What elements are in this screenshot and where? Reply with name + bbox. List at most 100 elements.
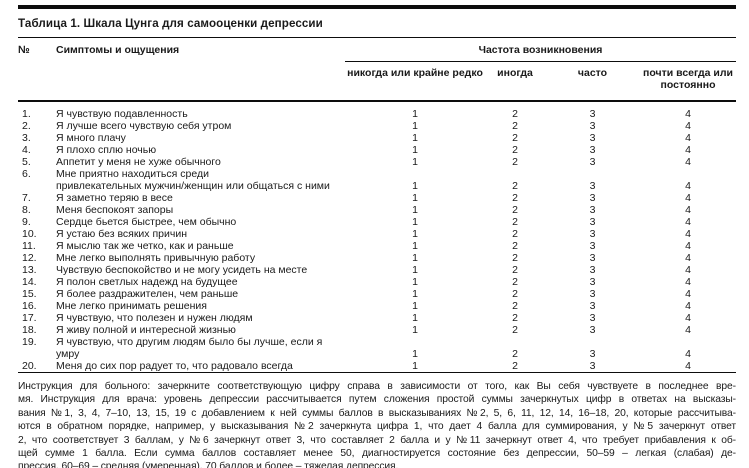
row-number: 7. xyxy=(22,192,31,204)
frequency-value: 2 xyxy=(512,216,518,228)
table-row: 2. Я лучше всего чувствую себя утром 1 2 3 4 xyxy=(18,120,736,132)
zung-depression-scale-table: № Симптомы и ощущения Частота возникнове… xyxy=(18,38,736,372)
frequency-value: 1 xyxy=(412,216,418,228)
frequency-value: 1 xyxy=(412,204,418,216)
table-row: 7. Я заметно теряю в весе 1 2 3 4 xyxy=(18,192,736,204)
title-rule xyxy=(18,37,736,38)
table-body: 1. Я чувствую подавленность 1 2 3 4 2. Я лучше … xyxy=(18,101,736,372)
table-row: 15. Я более раздражителен, чем раньше 1 2 3 4 xyxy=(18,288,736,300)
frequency-value: 2 xyxy=(512,132,518,144)
frequency-value: 1 xyxy=(412,264,418,276)
symptom-text: Я плохо сплю ночью xyxy=(56,144,157,156)
col-header-often: часто xyxy=(545,61,640,102)
frequency-value: 4 xyxy=(685,192,691,204)
frequency-value: 4 xyxy=(685,360,691,372)
frequency-value: 2 xyxy=(512,192,518,204)
frequency-value: 4 xyxy=(685,348,691,360)
symptom-text: Я мыслю так же четко, как и раньше xyxy=(56,240,234,252)
table-row: 11. Я мыслю так же четко, как и раньше 1 2 3… xyxy=(18,240,736,252)
row-number: 13. xyxy=(22,264,37,276)
col-header-never-rarely: никогда или крайне редко xyxy=(345,61,485,102)
frequency-value: 3 xyxy=(589,120,596,132)
table-row: 8. Меня беспокоят запоры 1 2 3 4 xyxy=(18,204,736,216)
row-number: 18. xyxy=(22,324,37,336)
frequency-value: 3 xyxy=(589,348,596,360)
frequency-value: 1 xyxy=(412,156,418,168)
frequency-value: 1 xyxy=(412,108,418,120)
frequency-value: 1 xyxy=(412,120,418,132)
row-number: 15. xyxy=(22,288,37,300)
row-number: 11. xyxy=(22,240,36,252)
frequency-value: 2 xyxy=(512,240,518,252)
row-number: 12. xyxy=(22,252,37,264)
row-number: 4. xyxy=(22,144,31,156)
symptom-text: Сердце бьется быстрее, чем обычно xyxy=(56,216,237,228)
instructions-line: мя. Инструкция для врача: уровень депрес… xyxy=(18,394,736,406)
frequency-value: 2 xyxy=(512,156,518,168)
symptom-text: Я много плачу xyxy=(56,132,126,144)
row-number: 9. xyxy=(22,216,31,228)
instructions-line: Инструкция для больного: зачеркните соот… xyxy=(18,381,736,392)
symptom-text: Аппетит у меня не хуже обычного xyxy=(56,156,221,168)
row-number: 2. xyxy=(22,120,31,132)
table-row: 9. Сердце бьется быстрее, чем обычно 1 2 3 4 xyxy=(18,216,736,228)
symptom-text: Я заметно теряю в весе xyxy=(56,192,173,204)
frequency-value: 3 xyxy=(589,240,596,252)
frequency-value: 3 xyxy=(589,360,596,372)
frequency-value: 2 xyxy=(512,180,518,192)
table-row: 10. Я устаю без всяких причин 1 2 3 4 xyxy=(18,228,736,240)
frequency-value: 3 xyxy=(589,288,596,300)
frequency-value: 1 xyxy=(412,144,418,156)
instructions-line: прессия, 60–69 – средняя (умеренная), 70… xyxy=(18,461,399,468)
frequency-value: 3 xyxy=(589,228,596,240)
symptom-text: Мне легко принимать решения xyxy=(56,300,207,312)
frequency-value: 4 xyxy=(685,204,691,216)
frequency-value: 3 xyxy=(589,108,596,120)
symptom-text: Я более раздражителен, чем раньше xyxy=(56,288,239,300)
frequency-value: 2 xyxy=(512,276,518,288)
frequency-value: 4 xyxy=(685,216,691,228)
table-row: 14. Я полон светлых надежд на будущее 1 2 3 4 xyxy=(18,276,736,288)
frequency-value: 3 xyxy=(589,216,596,228)
frequency-value: 1 xyxy=(412,132,418,144)
row-number: 17. xyxy=(22,312,37,324)
frequency-value: 2 xyxy=(512,360,518,372)
frequency-value: 2 xyxy=(512,300,518,312)
symptom-text: Я полон светлых надежд на будущее xyxy=(56,276,238,288)
frequency-value: 2 xyxy=(512,204,518,216)
frequency-value: 1 xyxy=(412,252,418,264)
table-row: 20. Меня до сих пор радует то, что радова… xyxy=(18,360,736,372)
frequency-value: 4 xyxy=(685,264,691,276)
frequency-value: 4 xyxy=(685,252,691,264)
symptom-text: Я живу полной и интересной жизнью xyxy=(56,324,236,336)
frequency-value: 4 xyxy=(685,120,691,132)
row-number: 19. xyxy=(22,336,37,348)
frequency-value: 3 xyxy=(589,252,596,264)
frequency-value: 2 xyxy=(512,324,518,336)
table-row: 16. Мне легко принимать решения 1 2 3 4 xyxy=(18,300,736,312)
table-row: 5. Аппетит у меня не хуже обычного 1 2 3 4 xyxy=(18,156,736,168)
symptom-text: Я чувствую, что другим людям было бы луч… xyxy=(56,336,323,360)
frequency-value: 4 xyxy=(685,108,691,120)
symptom-text: Я устаю без всяких причин xyxy=(56,228,187,240)
frequency-value: 3 xyxy=(589,180,596,192)
frequency-value: 1 xyxy=(412,324,418,336)
frequency-value: 2 xyxy=(512,312,518,324)
frequency-value: 1 xyxy=(412,240,418,252)
frequency-value: 1 xyxy=(412,300,418,312)
frequency-value: 3 xyxy=(589,276,596,288)
frequency-value: 3 xyxy=(589,156,596,168)
row-number: 20. xyxy=(22,360,37,372)
col-header-number: № xyxy=(18,38,56,102)
symptom-text: Я лучше всего чувствую себя утром xyxy=(56,120,232,132)
frequency-value: 2 xyxy=(512,348,518,360)
frequency-value: 4 xyxy=(685,312,691,324)
symptom-text: Я чувствую, что полезен и нужен людям xyxy=(56,312,253,324)
frequency-value: 1 xyxy=(412,276,418,288)
instructions-line: 2, что соответствует 3 баллам, у №6 заче… xyxy=(18,434,736,446)
table-row: 17. Я чувствую, что полезен и нужен людям… xyxy=(18,312,736,324)
instructions-line: ются в обратном порядке, например, у выс… xyxy=(18,421,736,433)
frequency-value: 2 xyxy=(512,108,518,120)
table-row: 3. Я много плачу 1 2 3 4 xyxy=(18,132,736,144)
